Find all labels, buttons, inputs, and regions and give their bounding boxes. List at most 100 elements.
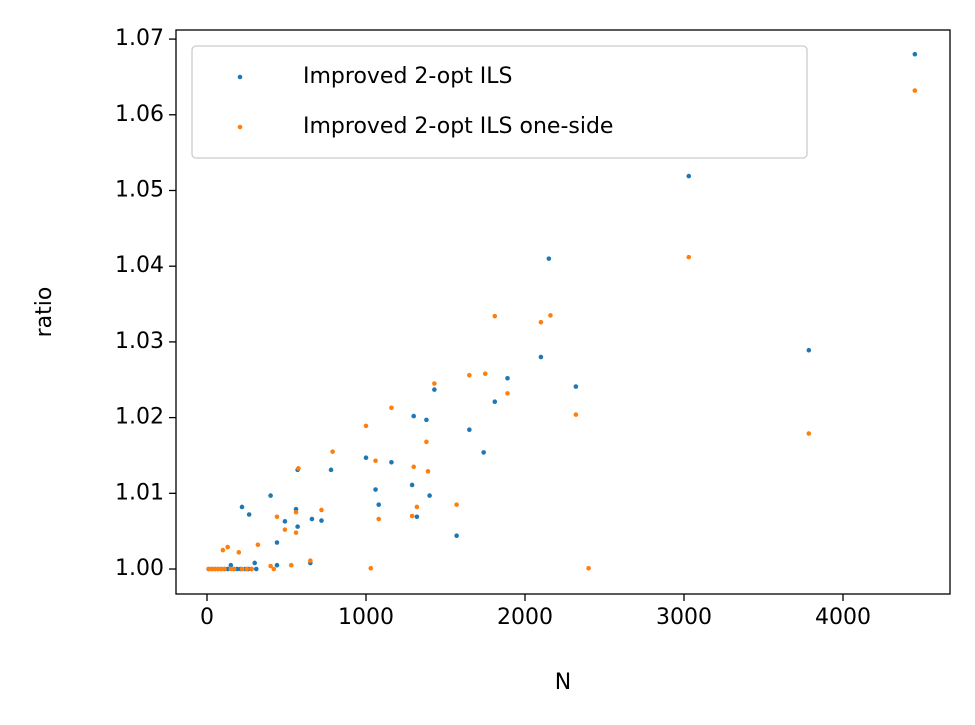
point	[363, 455, 369, 461]
point	[296, 466, 301, 471]
point	[271, 566, 277, 572]
plot-frame	[175, 29, 951, 595]
point	[268, 563, 273, 569]
point	[467, 372, 472, 378]
y-tick-label: 1.06	[115, 102, 164, 127]
y-axis-label: ratio	[32, 287, 57, 338]
x-tick-label: 0	[200, 605, 214, 630]
y-tick-label: 1.00	[115, 556, 164, 581]
point	[288, 562, 294, 568]
y-tick-label: 1.03	[115, 329, 164, 354]
point	[319, 507, 324, 513]
point	[319, 518, 324, 523]
point	[376, 502, 382, 507]
point	[389, 405, 394, 411]
point	[239, 504, 245, 510]
point	[255, 542, 261, 548]
point	[538, 319, 544, 325]
point	[209, 566, 215, 572]
point	[546, 256, 552, 261]
point	[454, 533, 459, 539]
point	[246, 512, 252, 517]
legend-label: Improved 2-opt ILS one-side	[303, 114, 613, 139]
point	[215, 566, 221, 572]
point	[538, 354, 544, 360]
point	[424, 439, 429, 445]
point	[432, 381, 437, 386]
point	[228, 566, 234, 572]
point	[912, 51, 918, 57]
point	[373, 458, 378, 464]
point	[308, 558, 313, 563]
point	[573, 384, 579, 389]
point	[274, 562, 280, 568]
legend-marker	[237, 74, 243, 80]
point	[252, 560, 258, 566]
point	[424, 417, 429, 423]
point	[389, 459, 394, 465]
point	[414, 514, 420, 520]
point	[492, 313, 498, 319]
y-tick-label: 1.07	[115, 26, 164, 51]
point	[505, 391, 510, 396]
point	[274, 514, 280, 520]
point	[368, 565, 374, 571]
x-tick-label: 3000	[656, 605, 712, 630]
point	[274, 540, 280, 545]
point	[330, 449, 335, 454]
point	[249, 566, 254, 572]
point	[482, 371, 488, 376]
point	[220, 547, 226, 553]
point	[586, 565, 591, 571]
point	[219, 566, 224, 572]
point	[686, 254, 692, 260]
point	[228, 562, 234, 568]
y-tick-label: 1.04	[115, 253, 164, 278]
point	[432, 387, 437, 392]
point	[295, 524, 300, 529]
point	[231, 566, 237, 572]
point	[282, 527, 288, 532]
legend-marker	[237, 124, 243, 130]
point	[414, 504, 420, 510]
point	[363, 423, 369, 429]
y-tick-label: 1.05	[115, 177, 164, 202]
legend-frame	[191, 45, 808, 159]
point	[234, 566, 240, 572]
point	[244, 566, 250, 572]
point	[427, 493, 432, 498]
point	[225, 566, 230, 572]
point	[409, 482, 415, 488]
point	[376, 516, 382, 522]
point	[328, 467, 334, 473]
point	[309, 516, 315, 522]
point	[806, 431, 812, 436]
legend: Improved 2-opt ILS Improved 2-opt ILS one…	[191, 45, 808, 159]
point	[282, 519, 288, 524]
legend-label: Improved 2-opt ILS	[303, 64, 513, 89]
point	[454, 502, 459, 507]
point	[268, 493, 273, 498]
point	[293, 509, 299, 515]
point	[481, 450, 486, 455]
point	[806, 347, 812, 353]
point	[206, 566, 211, 572]
point	[239, 566, 245, 572]
point	[212, 566, 218, 572]
x-axis-label: N	[555, 670, 571, 695]
point	[225, 544, 230, 550]
point	[686, 173, 692, 179]
point	[912, 88, 918, 93]
point	[505, 375, 510, 381]
point	[222, 566, 227, 572]
y-tick-label: 1.01	[115, 480, 164, 505]
point	[411, 464, 417, 470]
x-tick-label: 4000	[815, 605, 871, 630]
y-tick-label: 1.02	[115, 405, 164, 430]
point	[411, 413, 417, 419]
point	[373, 487, 378, 492]
point	[253, 566, 259, 572]
point	[293, 530, 299, 535]
point	[467, 427, 472, 433]
